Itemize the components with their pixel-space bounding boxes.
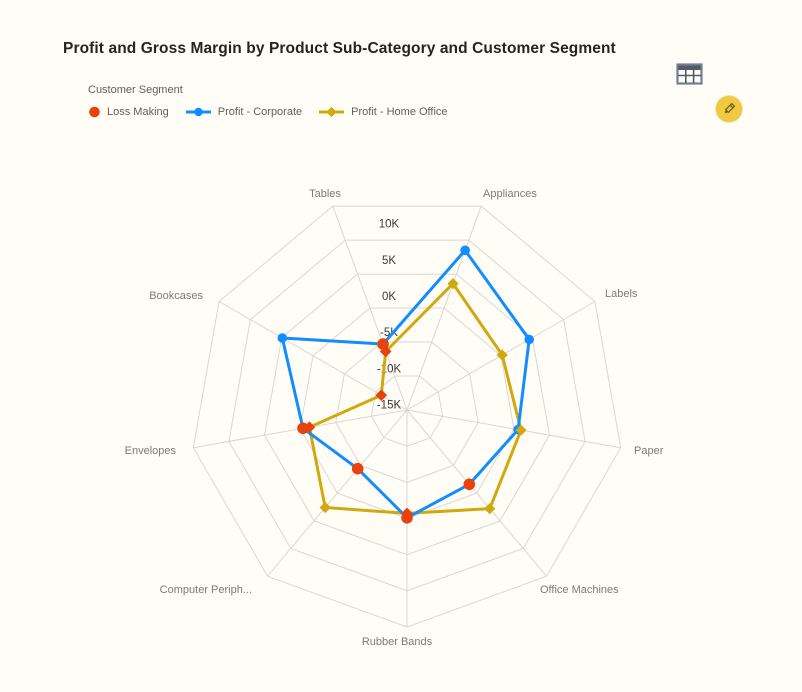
loss-marker-circle[interactable] <box>463 478 476 491</box>
legend-item-profit-home-office[interactable]: Profit - Home Office <box>318 105 448 119</box>
data-point-corporate[interactable] <box>277 333 288 343</box>
grid-ring <box>335 341 479 483</box>
data-point-home-office[interactable] <box>496 349 508 361</box>
grid-spoke <box>406 205 482 411</box>
data-point-corporate[interactable] <box>524 334 534 345</box>
series-line-corporate[interactable] <box>280 248 531 520</box>
legend-item-profit-corporate[interactable]: Profit - Corporate <box>185 105 302 119</box>
category-label-tables: Tables <box>309 188 341 200</box>
data-point-corporate[interactable] <box>460 245 470 256</box>
axis-tick-label: -15K <box>377 400 402 412</box>
category-label-office-machines: Office Machines <box>540 584 619 596</box>
grid-spoke <box>267 409 408 577</box>
corporate-marker-icon <box>185 107 211 117</box>
legend-label: Profit - Corporate <box>217 106 303 118</box>
loss-marker-circle[interactable] <box>377 338 389 350</box>
data-point-home-office[interactable] <box>319 501 331 514</box>
loss-marker-circle[interactable] <box>351 462 364 475</box>
axis-tick-label: 5K <box>382 255 396 267</box>
pencil-icon <box>724 102 736 114</box>
legend-label: Loss Making <box>107 106 169 118</box>
grid-ring <box>263 273 551 556</box>
axis-tick-label: -10K <box>377 363 402 375</box>
data-point-home-office[interactable] <box>484 503 496 515</box>
axis-tick-label: 10K <box>379 219 400 231</box>
category-label-bookcases: Bookcases <box>149 290 203 302</box>
edit-button[interactable] <box>716 96 742 122</box>
data-point-home-office[interactable] <box>447 278 459 290</box>
category-label-rubber-bands: Rubber Bands <box>362 636 433 648</box>
loss-marker-circle[interactable] <box>401 512 413 524</box>
table-grid-icon[interactable] <box>676 63 703 85</box>
legend-item-loss-making[interactable]: Loss Making <box>88 105 169 119</box>
series-line-home-office[interactable] <box>307 282 523 515</box>
category-label-paper: Paper <box>634 445 664 457</box>
legend-label: Profit - Home Office <box>351 106 448 118</box>
grid-ring <box>192 205 622 628</box>
loss-marker-diamond[interactable] <box>379 345 392 358</box>
grid-spoke <box>218 301 408 411</box>
grid-spoke <box>406 409 547 577</box>
page-title: Profit and Gross Margin by Product Sub-C… <box>63 40 616 57</box>
grid-spoke <box>332 205 408 411</box>
legend: Customer Segment Loss Making Profit - Co… <box>88 84 464 119</box>
legend-title: Customer Segment <box>88 84 183 96</box>
category-label-computer-periph: Computer Periph... <box>160 584 252 596</box>
loss-making-marker-icon <box>89 106 100 118</box>
grid-ring <box>299 307 515 520</box>
loss-marker-diamond[interactable] <box>375 389 388 401</box>
category-label-envelopes: Envelopes <box>125 445 177 457</box>
category-label-appliances: Appliances <box>483 188 537 200</box>
home-office-marker-icon <box>319 106 345 118</box>
loss-marker-circle[interactable] <box>297 422 309 435</box>
grid-ring <box>228 239 586 592</box>
data-point-home-office[interactable] <box>515 424 527 436</box>
axis-tick-label: 0K <box>382 291 396 303</box>
grid-ring <box>370 375 444 447</box>
category-label-labels: Labels <box>605 288 638 300</box>
